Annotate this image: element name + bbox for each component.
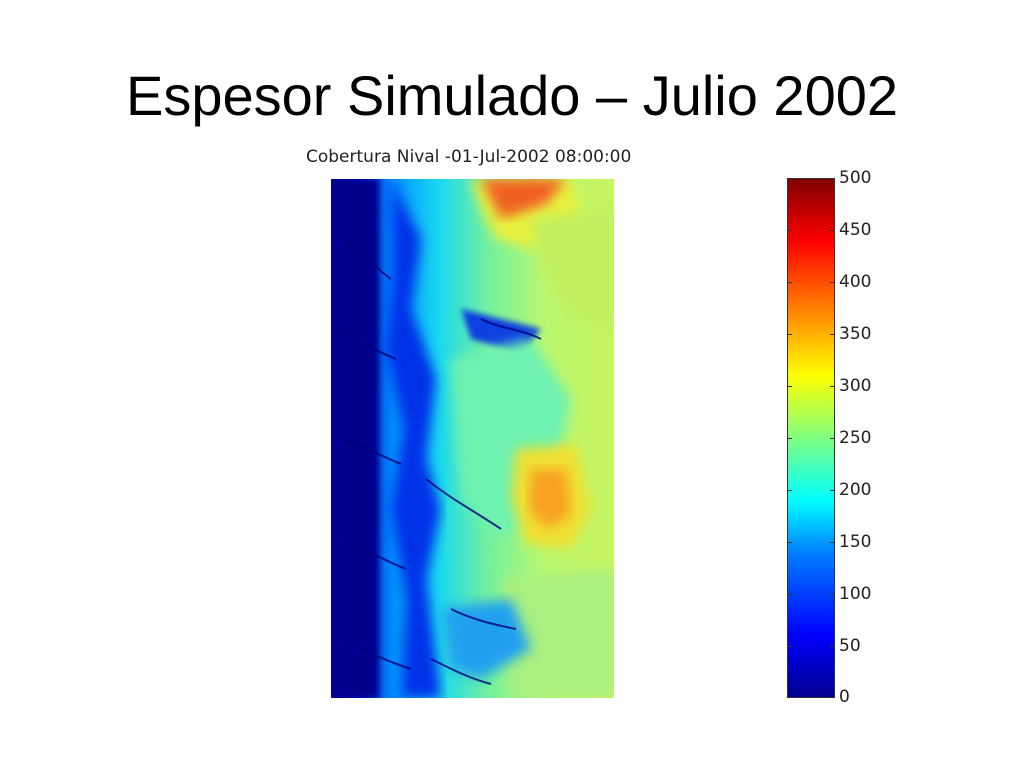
tick-mark (830, 230, 835, 231)
plot-title: Cobertura Nival -01-Jul-2002 08:00:00 (306, 147, 632, 167)
colorbar-tick: 450 (787, 220, 897, 240)
tick-mark (830, 490, 835, 491)
tick-mark (830, 334, 835, 335)
tick-mark (830, 697, 835, 698)
tick-mark (830, 178, 835, 179)
colorbar-tick-label: 250 (839, 428, 872, 448)
colorbar-axis: 0 50 100 150 200 250 300 350 400 450 500 (787, 168, 897, 707)
colorbar-tick: 300 (787, 376, 897, 396)
tick-mark (787, 697, 792, 698)
tick-mark (787, 386, 792, 387)
colorbar-tick-label: 450 (839, 220, 872, 240)
tick-mark (830, 594, 835, 595)
tick-mark (830, 438, 835, 439)
colorbar-tick: 150 (787, 532, 897, 552)
tick-mark (787, 178, 792, 179)
colorbar-tick: 350 (787, 324, 897, 344)
river-lines (335, 238, 542, 685)
tick-mark (787, 230, 792, 231)
region-north-peaks (481, 179, 566, 219)
colorbar-tick-label: 400 (839, 272, 872, 292)
colorbar-tick-label: 150 (839, 532, 872, 552)
colorbar-tick: 200 (787, 480, 897, 500)
tick-mark (787, 334, 792, 335)
tick-mark (830, 542, 835, 543)
colorbar-tick-label: 500 (839, 168, 872, 188)
colorbar-tick-label: 200 (839, 480, 872, 500)
colorbar-tick: 500 (787, 168, 897, 188)
colorbar-tick: 50 (787, 636, 897, 656)
colorbar-tick-label: 100 (839, 584, 872, 604)
tick-mark (787, 646, 792, 647)
tick-mark (787, 282, 792, 283)
colorbar-tick: 250 (787, 428, 897, 448)
slide-title: Espesor Simulado – Julio 2002 (125, 64, 899, 127)
region-east-peaks (529, 469, 571, 529)
region-west-strip (331, 179, 379, 698)
region-northeast (531, 209, 614, 329)
colorbar-tick: 100 (787, 584, 897, 604)
colorbar-tick-label: 350 (839, 324, 872, 344)
tick-mark (787, 542, 792, 543)
tick-mark (787, 490, 792, 491)
heatmap-svg (331, 179, 614, 698)
colorbar-tick-label: 0 (839, 687, 850, 707)
tick-mark (830, 282, 835, 283)
colorbar-tick: 0 (787, 687, 897, 707)
colorbar-tick-label: 300 (839, 376, 872, 396)
tick-mark (787, 438, 792, 439)
tick-mark (787, 594, 792, 595)
snow-depth-heatmap (331, 179, 614, 698)
colorbar-tick-label: 50 (839, 636, 861, 656)
region-central-corridor (386, 179, 441, 698)
region-southeast (501, 569, 614, 698)
region-south-valley (441, 599, 531, 679)
tick-mark (830, 646, 835, 647)
tick-mark (830, 386, 835, 387)
colorbar-tick: 400 (787, 272, 897, 292)
